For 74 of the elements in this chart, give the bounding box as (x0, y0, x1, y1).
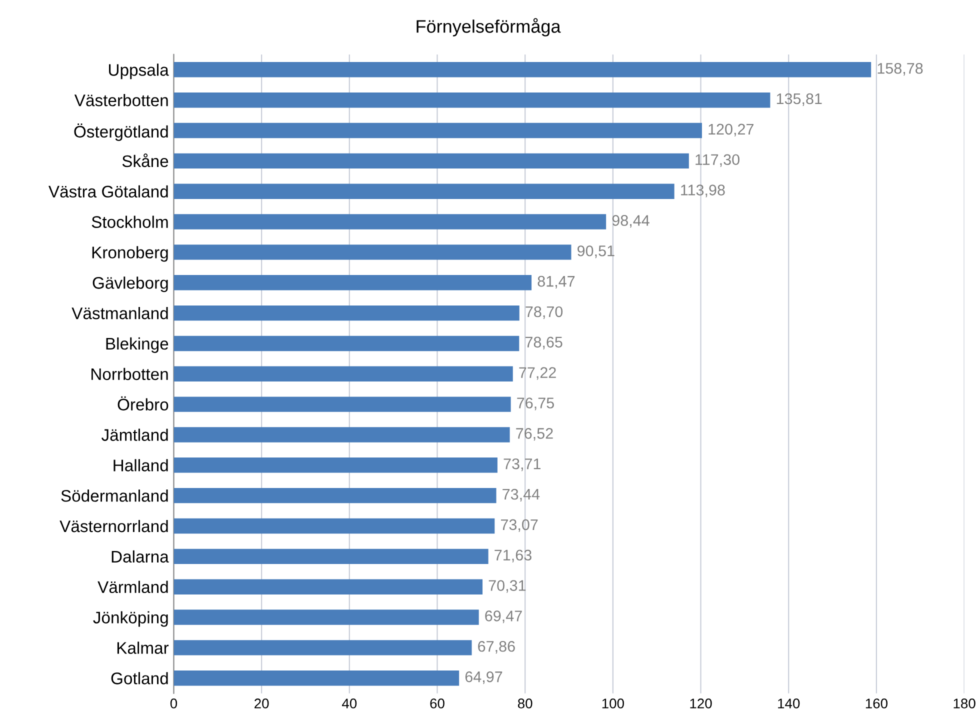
data-label: 76,52 (516, 428, 553, 441)
y-tick-label: Södermanland (61, 490, 168, 502)
bar (174, 396, 511, 412)
data-label: 73,71 (504, 458, 541, 472)
bar (174, 214, 606, 230)
y-tick-label: Värmland (98, 580, 168, 594)
y-tick-label: Blekinge (106, 337, 168, 353)
y-tick-label: Halland (114, 459, 168, 472)
bar (174, 275, 532, 290)
bar (174, 488, 496, 504)
bar (174, 366, 513, 382)
y-tick-label: Jämtland (102, 428, 168, 441)
x-tick-label: 180 (954, 698, 976, 708)
y-tick-label: Skåne (122, 154, 168, 168)
data-label: 81,47 (538, 276, 575, 289)
x-tick-label: 20 (254, 698, 269, 708)
bar (174, 670, 460, 686)
bar (174, 458, 498, 473)
bar (174, 305, 520, 321)
bar (174, 640, 472, 656)
y-tick-label: Gotland (111, 672, 168, 684)
data-label: 70,31 (488, 580, 526, 593)
data-label: 78,70 (526, 306, 563, 319)
data-label: 158,78 (878, 62, 923, 76)
y-tick-label: Västernorrland (60, 520, 168, 532)
bar (174, 122, 702, 138)
y-tick-label: Västerbotten (74, 94, 168, 106)
y-tick-label: Kalmar (117, 642, 169, 654)
x-tick-label: 100 (602, 698, 624, 708)
data-label: 73,07 (500, 519, 538, 532)
data-label: 69,47 (485, 610, 522, 624)
bar (174, 336, 520, 352)
x-tick-label: 60 (430, 698, 444, 708)
data-label: 113,98 (681, 184, 725, 198)
data-label: 90,51 (578, 245, 614, 258)
data-label: 78,65 (525, 336, 562, 350)
x-tick-label: 40 (342, 698, 357, 708)
y-tick-label: Örebro (118, 396, 168, 411)
data-label: 71,63 (494, 550, 532, 562)
bar (174, 153, 689, 169)
x-tick-label: 140 (778, 698, 800, 708)
data-label: 135,81 (776, 93, 822, 106)
bar (174, 548, 488, 564)
bar (174, 62, 872, 78)
bar (174, 184, 674, 199)
bar (174, 610, 479, 625)
data-label: 67,86 (478, 640, 515, 654)
data-label: 76,75 (517, 398, 554, 410)
y-tick-label: Västra Götaland (48, 185, 168, 198)
y-tick-label: Norrbotten (91, 368, 168, 380)
data-label: 73,44 (502, 488, 540, 502)
bar (174, 427, 510, 442)
y-tick-label: Uppsala (109, 64, 169, 80)
y-tick-label: Gävleborg (92, 276, 168, 292)
data-label: 117,30 (696, 154, 740, 167)
y-tick-label: Dalarna (112, 550, 169, 563)
x-tick-label: 0 (170, 698, 178, 708)
x-tick-label: 160 (866, 698, 888, 708)
data-label: 120,27 (708, 124, 754, 136)
x-tick-label: 120 (690, 698, 712, 708)
data-label: 98,44 (612, 215, 650, 228)
y-tick-label: Östergötland (74, 124, 168, 141)
data-label: 64,97 (465, 671, 502, 684)
data-label: 77,22 (519, 367, 556, 380)
chart-title: Förnyelseförmåga (416, 18, 561, 36)
y-tick-label: Kronoberg (92, 246, 168, 262)
bar (174, 244, 572, 260)
y-tick-label: Västmanland (72, 307, 168, 320)
y-tick-label: Jönköping (93, 611, 168, 627)
bar (174, 579, 483, 594)
bar (174, 92, 770, 108)
x-tick-label: 80 (518, 698, 532, 708)
y-tick-label: Stockholm (92, 216, 168, 228)
bar (174, 518, 495, 534)
